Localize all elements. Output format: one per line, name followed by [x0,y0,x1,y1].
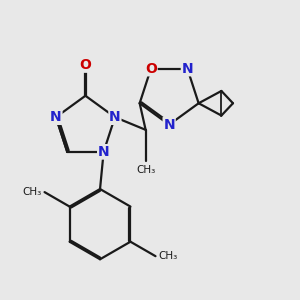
Text: N: N [182,61,193,76]
Text: N: N [98,145,109,159]
Text: N: N [109,110,121,124]
Text: CH₃: CH₃ [158,251,177,261]
Text: N: N [50,110,62,124]
Text: N: N [163,118,175,132]
Text: CH₃: CH₃ [136,165,155,175]
Text: CH₃: CH₃ [23,187,42,197]
Text: O: O [145,61,157,76]
Text: O: O [80,58,92,72]
